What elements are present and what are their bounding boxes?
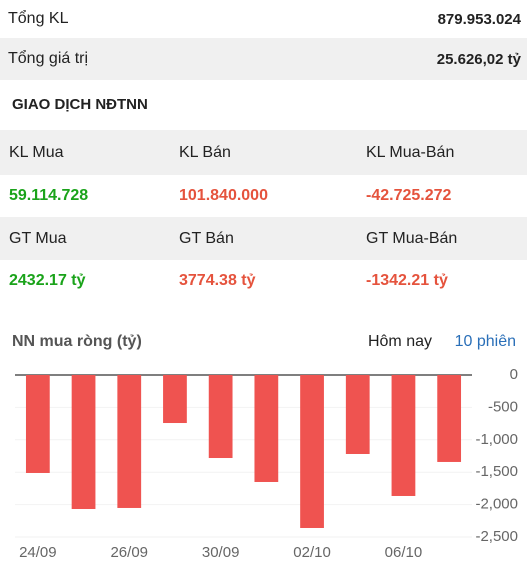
y-tick-label: -1,000 — [475, 431, 518, 448]
section-title: GIAO DỊCH NĐTNN — [12, 96, 148, 113]
value: 3774.38 tỷ — [179, 272, 256, 289]
y-tick-label: -1,500 — [475, 463, 518, 480]
x-tick-label: 30/09 — [202, 544, 240, 561]
value: 2432.17 tỷ — [9, 272, 86, 289]
value-row: 2432.17 tỷ 3774.38 tỷ -1342.21 tỷ — [0, 260, 527, 302]
header: GT Mua-Bán — [366, 229, 458, 247]
summary-row: Tổng giá trị 25.626,02 tỷ — [0, 38, 527, 80]
value: 101.840.000 — [179, 187, 268, 204]
x-tick-label: 06/10 — [385, 544, 423, 561]
x-tick-label: 24/09 — [19, 544, 57, 561]
value-row: 59.114.728 101.840.000 -42.725.272 — [0, 175, 527, 217]
header: GT Mua — [9, 229, 67, 247]
summary-row: Tổng KL 879.953.024 — [0, 0, 527, 38]
tab[interactable]: Hôm nay — [368, 333, 432, 350]
chart: NN mua ròng (tỷ) Hôm nay 10 phiên 0 -500 -… — [12, 333, 518, 561]
value: 879.953.024 — [437, 10, 521, 28]
value: -42.725.272 — [366, 187, 452, 204]
bar — [437, 375, 462, 462]
bar — [391, 375, 416, 496]
header: KL Mua — [9, 143, 64, 161]
tab[interactable]: 10 phiên — [455, 333, 516, 350]
y-tick-label: -500 — [488, 398, 518, 415]
y-tick-label: 0 — [510, 366, 518, 383]
header-row: GT Mua GT Bán GT Mua-Bán — [0, 217, 527, 260]
x-tick-label: 26/09 — [110, 544, 148, 561]
x-tick-label: 02/10 — [293, 544, 331, 561]
value: -1342.21 tỷ — [366, 272, 448, 289]
header: KL Mua-Bán — [366, 143, 455, 161]
bar — [71, 375, 96, 510]
value: 59.114.728 — [9, 187, 89, 204]
y-tick-label: -2,000 — [475, 496, 518, 513]
bar — [25, 375, 50, 473]
bar — [345, 375, 370, 454]
bar — [208, 375, 233, 459]
value: 25.626,02 tỷ — [436, 50, 521, 68]
bar — [254, 375, 279, 482]
label: Tổng KL — [8, 10, 69, 27]
chart-title: NN mua ròng (tỷ) — [12, 333, 142, 350]
header: KL Bán — [179, 143, 231, 161]
label: Tổng giá trị — [8, 50, 89, 67]
y-tick-label: -2,500 — [475, 528, 518, 545]
bar — [117, 375, 142, 508]
header: GT Bán — [179, 229, 234, 247]
bar — [163, 375, 187, 424]
bar — [300, 375, 324, 528]
header-row: KL Mua KL Bán KL Mua-Bán — [0, 130, 527, 175]
